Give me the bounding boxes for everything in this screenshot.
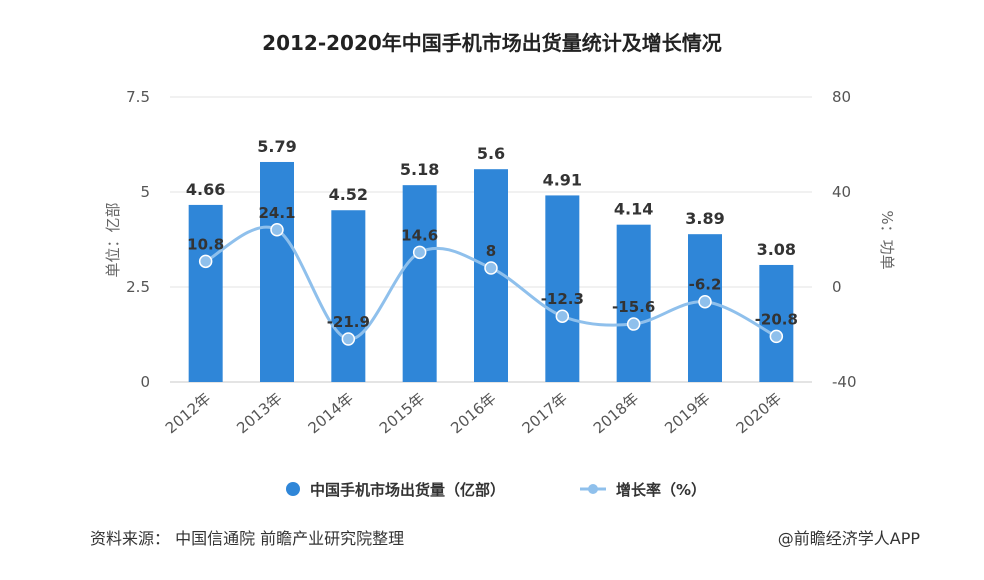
bar-value-label: 3.08 [757,240,796,259]
growth-rate-point [198,254,213,269]
y-right-tick-label: 80 [832,88,851,106]
y-right-axis-label: %：功单 [878,210,896,269]
x-tick-label: 2018年 [590,389,642,437]
bar [402,185,437,382]
legend-bar-marker [286,482,300,496]
y-left-axis-label: 单位：亿部 [104,202,122,277]
y-left-tick-label: 2.5 [126,278,150,296]
x-tick-label: 2013年 [233,389,285,437]
growth-rate-label: 24.1 [258,204,295,222]
growth-rate-label: 14.6 [401,226,438,244]
bar [331,210,366,382]
growth-rate-line [204,225,778,341]
legend: 中国手机市场出货量（亿部） 增长率（%） [286,481,706,499]
bar-value-label: 4.52 [329,185,368,204]
y-right-tick-label: 0 [832,278,842,296]
growth-rate-point [555,309,570,323]
growth-rate-point [341,332,356,346]
y-left-tick-label: 7.5 [126,88,150,106]
growth-rate-point [769,329,784,344]
growth-rate-label: 8 [486,242,496,260]
x-tick-label: 2020年 [733,389,785,437]
growth-rate-point [484,261,498,275]
growth-rate-label: -20.8 [755,310,798,328]
bar [616,224,651,382]
x-tick-label: 2017年 [519,389,571,437]
source-note: 资料来源： 中国信通院 前瞻产业研究院整理 [90,529,404,548]
bar-value-label: 5.6 [477,144,505,163]
bar [759,264,794,382]
growth-rate-label: -21.9 [327,313,370,331]
growth-rate-point [698,294,712,309]
legend-line-label: 增长率（%） [616,481,706,499]
y-right-tick-label: -40 [832,373,857,391]
growth-rate-point [270,223,284,237]
legend-bar-label: 中国手机市场出货量（亿部） [310,481,505,499]
x-tick-label: 2016年 [447,389,499,437]
legend-line-dot [588,484,598,494]
growth-rate-point [412,245,427,260]
x-tick-label: 2012年 [162,389,214,437]
bar [188,204,223,382]
bar [545,195,580,382]
brand-credit: @前瞻经济学人APP [778,529,921,548]
data-labels: 4.66 5.79 4.52 5.18 5.6 4.91 4.14 3.89 3.08 10.8 2… [186,137,798,331]
bar-value-label: 5.18 [400,160,439,179]
bar [260,161,294,382]
y-left-tick-label: 0 [140,373,150,391]
chart-title: 2012-2020年中国手机市场出货量统计及增长情况 [262,31,722,55]
growth-rate-label: 10.8 [187,235,224,253]
y-right-tick-label: 40 [832,183,851,201]
growth-rate-point [626,317,641,331]
growth-rate-label: -6.2 [689,276,722,294]
bar-series [188,161,794,382]
growth-rate-label: -15.6 [612,298,655,316]
bar-value-label: 5.79 [257,137,296,156]
growth-rate-label: -12.3 [541,290,584,308]
y-left-tick-label: 5 [140,183,150,201]
x-tick-label: 2015年 [376,389,428,437]
bar-value-label: 4.91 [543,170,582,189]
x-tick-label: 2019年 [661,389,713,437]
line-series [198,223,784,346]
bar-value-label: 3.89 [685,209,724,228]
bar-value-label: 4.14 [614,200,653,219]
x-tick-label: 2014年 [305,389,357,437]
bar-value-label: 4.66 [186,180,225,199]
